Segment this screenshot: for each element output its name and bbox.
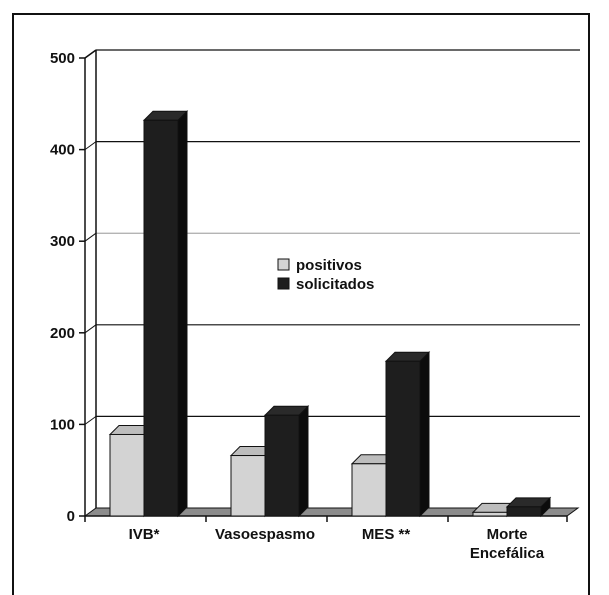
legend: positivos solicitados [277, 257, 374, 293]
bar-front [109, 433, 145, 517]
gridline-side [84, 415, 97, 425]
category-label-line: Morte [487, 526, 528, 543]
bar-side [177, 110, 188, 518]
gridline-side [84, 232, 97, 242]
gridline-side [84, 141, 97, 151]
category-label: IVB* [129, 526, 160, 543]
bar-side [419, 350, 430, 518]
category-label: Morte Encefálica [470, 526, 545, 562]
y-tick-label: 100 [50, 416, 75, 433]
legend-swatch-positivos [277, 258, 290, 271]
category-label-line: MES ** [362, 526, 411, 543]
bar-front [506, 506, 542, 517]
bar-side [298, 405, 309, 518]
bars [108, 110, 552, 518]
y-axis: 0 100 200 300 400 500 [50, 50, 86, 525]
bar-front [264, 414, 300, 517]
legend-label-positivos: positivos [296, 257, 362, 274]
bar-solicitados [263, 405, 310, 518]
category-label: Vasoespasmo [215, 526, 315, 543]
y-tick-label: 500 [50, 50, 75, 67]
chart-frame [12, 13, 590, 595]
bar-solicitados [384, 350, 431, 518]
y-tick-label: 300 [50, 233, 75, 250]
bar-front [143, 119, 179, 517]
y-tick-label: 400 [50, 142, 75, 159]
category-label-line: IVB* [129, 526, 160, 543]
bar-solicitados [142, 110, 189, 518]
legend-swatch-solicitados [277, 277, 290, 290]
y-tick-label: 200 [50, 325, 75, 342]
bar-front [472, 511, 508, 517]
category-label: MES ** [362, 526, 411, 543]
bar-front [385, 360, 421, 517]
legend-label-solicitados: solicitados [296, 276, 374, 293]
bar-front [230, 455, 266, 517]
gridline-side [84, 49, 97, 59]
y-tick-label: 0 [67, 508, 75, 525]
category-label-line: Vasoespasmo [215, 526, 315, 543]
category-labels: IVB* Vasoespasmo MES ** Morte Encefálica [129, 526, 545, 562]
gridline-side [84, 324, 97, 334]
category-label-line: Encefálica [470, 545, 545, 562]
bar-solicitados [505, 496, 552, 518]
bar-front [351, 463, 387, 517]
